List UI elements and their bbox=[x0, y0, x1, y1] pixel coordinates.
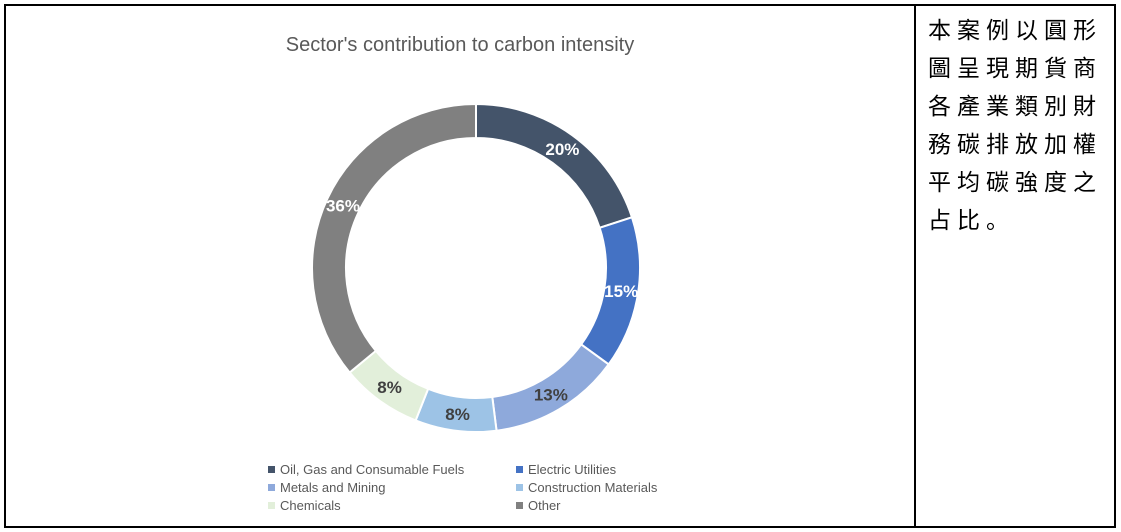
chart-legend: Oil, Gas and Consumable Fuels Electric Ut… bbox=[268, 461, 728, 514]
legend-swatch bbox=[516, 484, 523, 491]
legend-item: Chemicals bbox=[268, 497, 516, 514]
legend-item: Construction Materials bbox=[516, 479, 728, 496]
donut-chart: 20% 15% 13% 8% 8% 36% bbox=[311, 102, 641, 433]
legend-swatch bbox=[516, 466, 523, 473]
description-cell: 本案例以圓形圖呈現期貨商各產業類別財務碳排放加權平均碳強度之占比。 bbox=[916, 6, 1114, 526]
chart-title: Sector's contribution to carbon intensit… bbox=[285, 34, 635, 56]
legend-item: Oil, Gas and Consumable Fuels bbox=[268, 461, 516, 478]
legend-swatch bbox=[268, 484, 275, 491]
legend-item: Other bbox=[516, 497, 728, 514]
slice-data-label: 20% bbox=[545, 140, 579, 159]
description-text: 本案例以圓形圖呈現期貨商各產業類別財務碳排放加權平均碳強度之占比。 bbox=[928, 18, 1102, 234]
chart-cell: Sector's contribution to carbon intensit… bbox=[6, 6, 916, 526]
slice-data-label: 8% bbox=[445, 405, 470, 424]
slice-data-label: 36% bbox=[326, 196, 360, 215]
legend-item: Metals and Mining bbox=[268, 479, 516, 496]
slice-data-label: 8% bbox=[377, 378, 402, 397]
donut-slice bbox=[311, 102, 477, 374]
legend-label: Electric Utilities bbox=[528, 462, 617, 477]
legend-label: Chemicals bbox=[280, 498, 341, 513]
legend-label: Other bbox=[528, 498, 561, 513]
legend-item: Electric Utilities bbox=[516, 461, 728, 478]
legend-swatch bbox=[268, 466, 275, 473]
slice-data-label: 13% bbox=[534, 386, 568, 405]
slice-data-label: 15% bbox=[604, 282, 638, 301]
legend-label: Metals and Mining bbox=[280, 480, 386, 495]
legend-swatch bbox=[268, 502, 275, 509]
legend-label: Oil, Gas and Consumable Fuels bbox=[280, 462, 465, 477]
donut-slice bbox=[475, 102, 634, 230]
legend-swatch bbox=[516, 502, 523, 509]
legend-label: Construction Materials bbox=[528, 480, 658, 495]
table-frame: Sector's contribution to carbon intensit… bbox=[4, 4, 1116, 528]
